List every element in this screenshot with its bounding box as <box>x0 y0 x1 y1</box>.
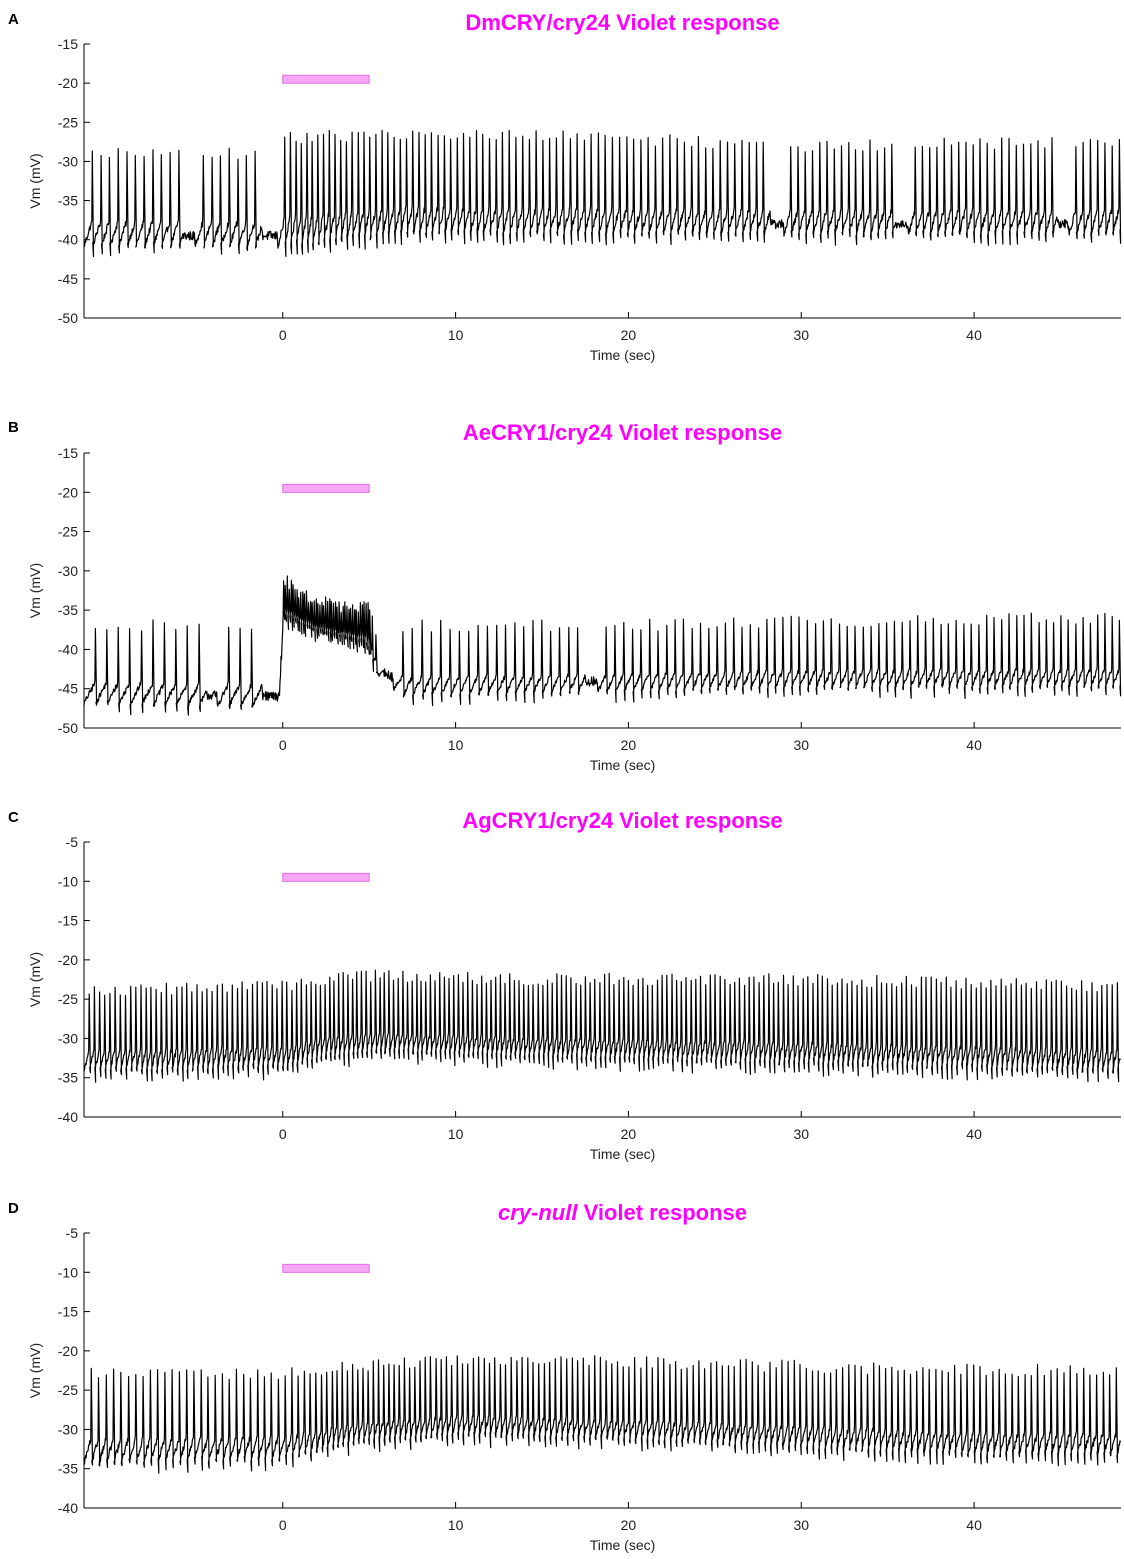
y-axis-label: Vm (mV) <box>27 952 43 1007</box>
y-tick-label: -40 <box>58 641 78 657</box>
y-tick-label: -20 <box>58 952 78 968</box>
y-tick-label: -25 <box>58 114 78 130</box>
y-tick-label: -30 <box>58 153 78 169</box>
y-tick-label: -20 <box>58 1343 78 1359</box>
x-tick-label: 20 <box>621 327 637 343</box>
voltage-trace <box>83 129 1122 258</box>
voltage-trace <box>83 1355 1122 1474</box>
chart-title-part: cry-null <box>498 1200 578 1225</box>
y-tick-label: -30 <box>58 1030 78 1046</box>
x-tick-label: 40 <box>966 1126 982 1142</box>
x-axis-label: Time (sec) <box>590 347 656 363</box>
panel-a: A DmCRY/cry24 Violet response -50 -45 -40 -35… <box>8 10 1122 363</box>
x-tick-label: 0 <box>279 1517 287 1533</box>
y-tick-label: -10 <box>58 1264 78 1280</box>
y-axis-label: Vm (mV) <box>27 563 43 618</box>
x-tick-label: 40 <box>966 327 982 343</box>
stimulus-bar <box>282 74 370 84</box>
chart-title-part: Violet response <box>577 1200 747 1225</box>
y-tick-label: -25 <box>58 524 78 540</box>
y-tick-label: -15 <box>58 445 78 461</box>
y-tick-label: -40 <box>58 1500 78 1516</box>
stimulus-bar <box>282 872 370 882</box>
y-tick-label: -10 <box>58 873 78 889</box>
x-tick-label: 10 <box>448 1126 464 1142</box>
y-tick-label: -40 <box>58 1109 78 1125</box>
x-tick-label: 10 <box>448 327 464 343</box>
x-tick-label: 30 <box>793 1517 809 1533</box>
chart-title-part: AgCRY1/cry24 Violet response <box>462 808 782 833</box>
y-tick-label: -35 <box>58 602 78 618</box>
panel-letter: D <box>8 1200 19 1217</box>
panel-letter: B <box>8 419 19 436</box>
y-tick-label: -30 <box>58 1421 78 1437</box>
chart-title: DmCRY/cry24 Violet response <box>465 10 779 35</box>
x-tick-label: 20 <box>621 1517 637 1533</box>
x-axis-label: Time (sec) <box>590 1146 656 1162</box>
y-tick-label: -35 <box>58 1070 78 1086</box>
y-tick-label: -30 <box>58 563 78 579</box>
x-tick-label: 20 <box>621 737 637 753</box>
panel-b: B AeCRY1/cry24 Violet response -50 -45 -40 -3… <box>8 419 1122 773</box>
y-axis-label: Vm (mV) <box>27 1343 43 1398</box>
panel-c: C AgCRY1/cry24 Violet response -40 -35 -30 -2… <box>8 808 1122 1162</box>
x-tick-label: 20 <box>621 1126 637 1142</box>
y-tick-label: -50 <box>58 310 78 326</box>
x-tick-label: 40 <box>966 737 982 753</box>
panel-letter: C <box>8 809 19 826</box>
x-tick-label: 30 <box>793 1126 809 1142</box>
voltage-trace <box>83 575 1122 716</box>
y-tick-label: -25 <box>58 991 78 1007</box>
y-tick-label: -15 <box>58 1304 78 1320</box>
y-tick-label: -50 <box>58 720 78 736</box>
voltage-trace <box>83 969 1122 1083</box>
y-tick-label: -5 <box>66 834 79 850</box>
chart-title-part: AeCRY1/cry24 Violet response <box>463 420 782 445</box>
panel-letter: A <box>8 11 19 28</box>
y-tick-label: -20 <box>58 484 78 500</box>
x-axis-label: Time (sec) <box>590 1537 656 1553</box>
stimulus-bar <box>282 483 370 493</box>
y-axis-label: Vm (mV) <box>27 153 43 208</box>
x-tick-label: 10 <box>448 1517 464 1533</box>
x-tick-label: 30 <box>793 737 809 753</box>
y-tick-label: -20 <box>58 75 78 91</box>
x-axis-label: Time (sec) <box>590 757 656 773</box>
chart-title-part: DmCRY/cry24 Violet response <box>465 10 779 35</box>
x-tick-label: 40 <box>966 1517 982 1533</box>
x-tick-label: 0 <box>279 1126 287 1142</box>
y-tick-label: -15 <box>58 913 78 929</box>
stimulus-bar <box>282 1263 370 1273</box>
chart-title: AgCRY1/cry24 Violet response <box>462 808 782 833</box>
y-tick-label: -35 <box>58 193 78 209</box>
x-tick-label: 0 <box>279 737 287 753</box>
y-tick-label: -35 <box>58 1461 78 1477</box>
y-tick-label: -45 <box>58 681 78 697</box>
y-tick-label: -45 <box>58 271 78 287</box>
x-tick-label: 0 <box>279 327 287 343</box>
y-tick-label: -5 <box>66 1225 79 1241</box>
y-tick-label: -40 <box>58 232 78 248</box>
x-tick-label: 30 <box>793 327 809 343</box>
chart-title: AeCRY1/cry24 Violet response <box>463 420 782 445</box>
x-tick-label: 10 <box>448 737 464 753</box>
y-tick-label: -25 <box>58 1382 78 1398</box>
y-tick-label: -15 <box>58 36 78 52</box>
chart-title: cry-null Violet response <box>498 1200 747 1225</box>
